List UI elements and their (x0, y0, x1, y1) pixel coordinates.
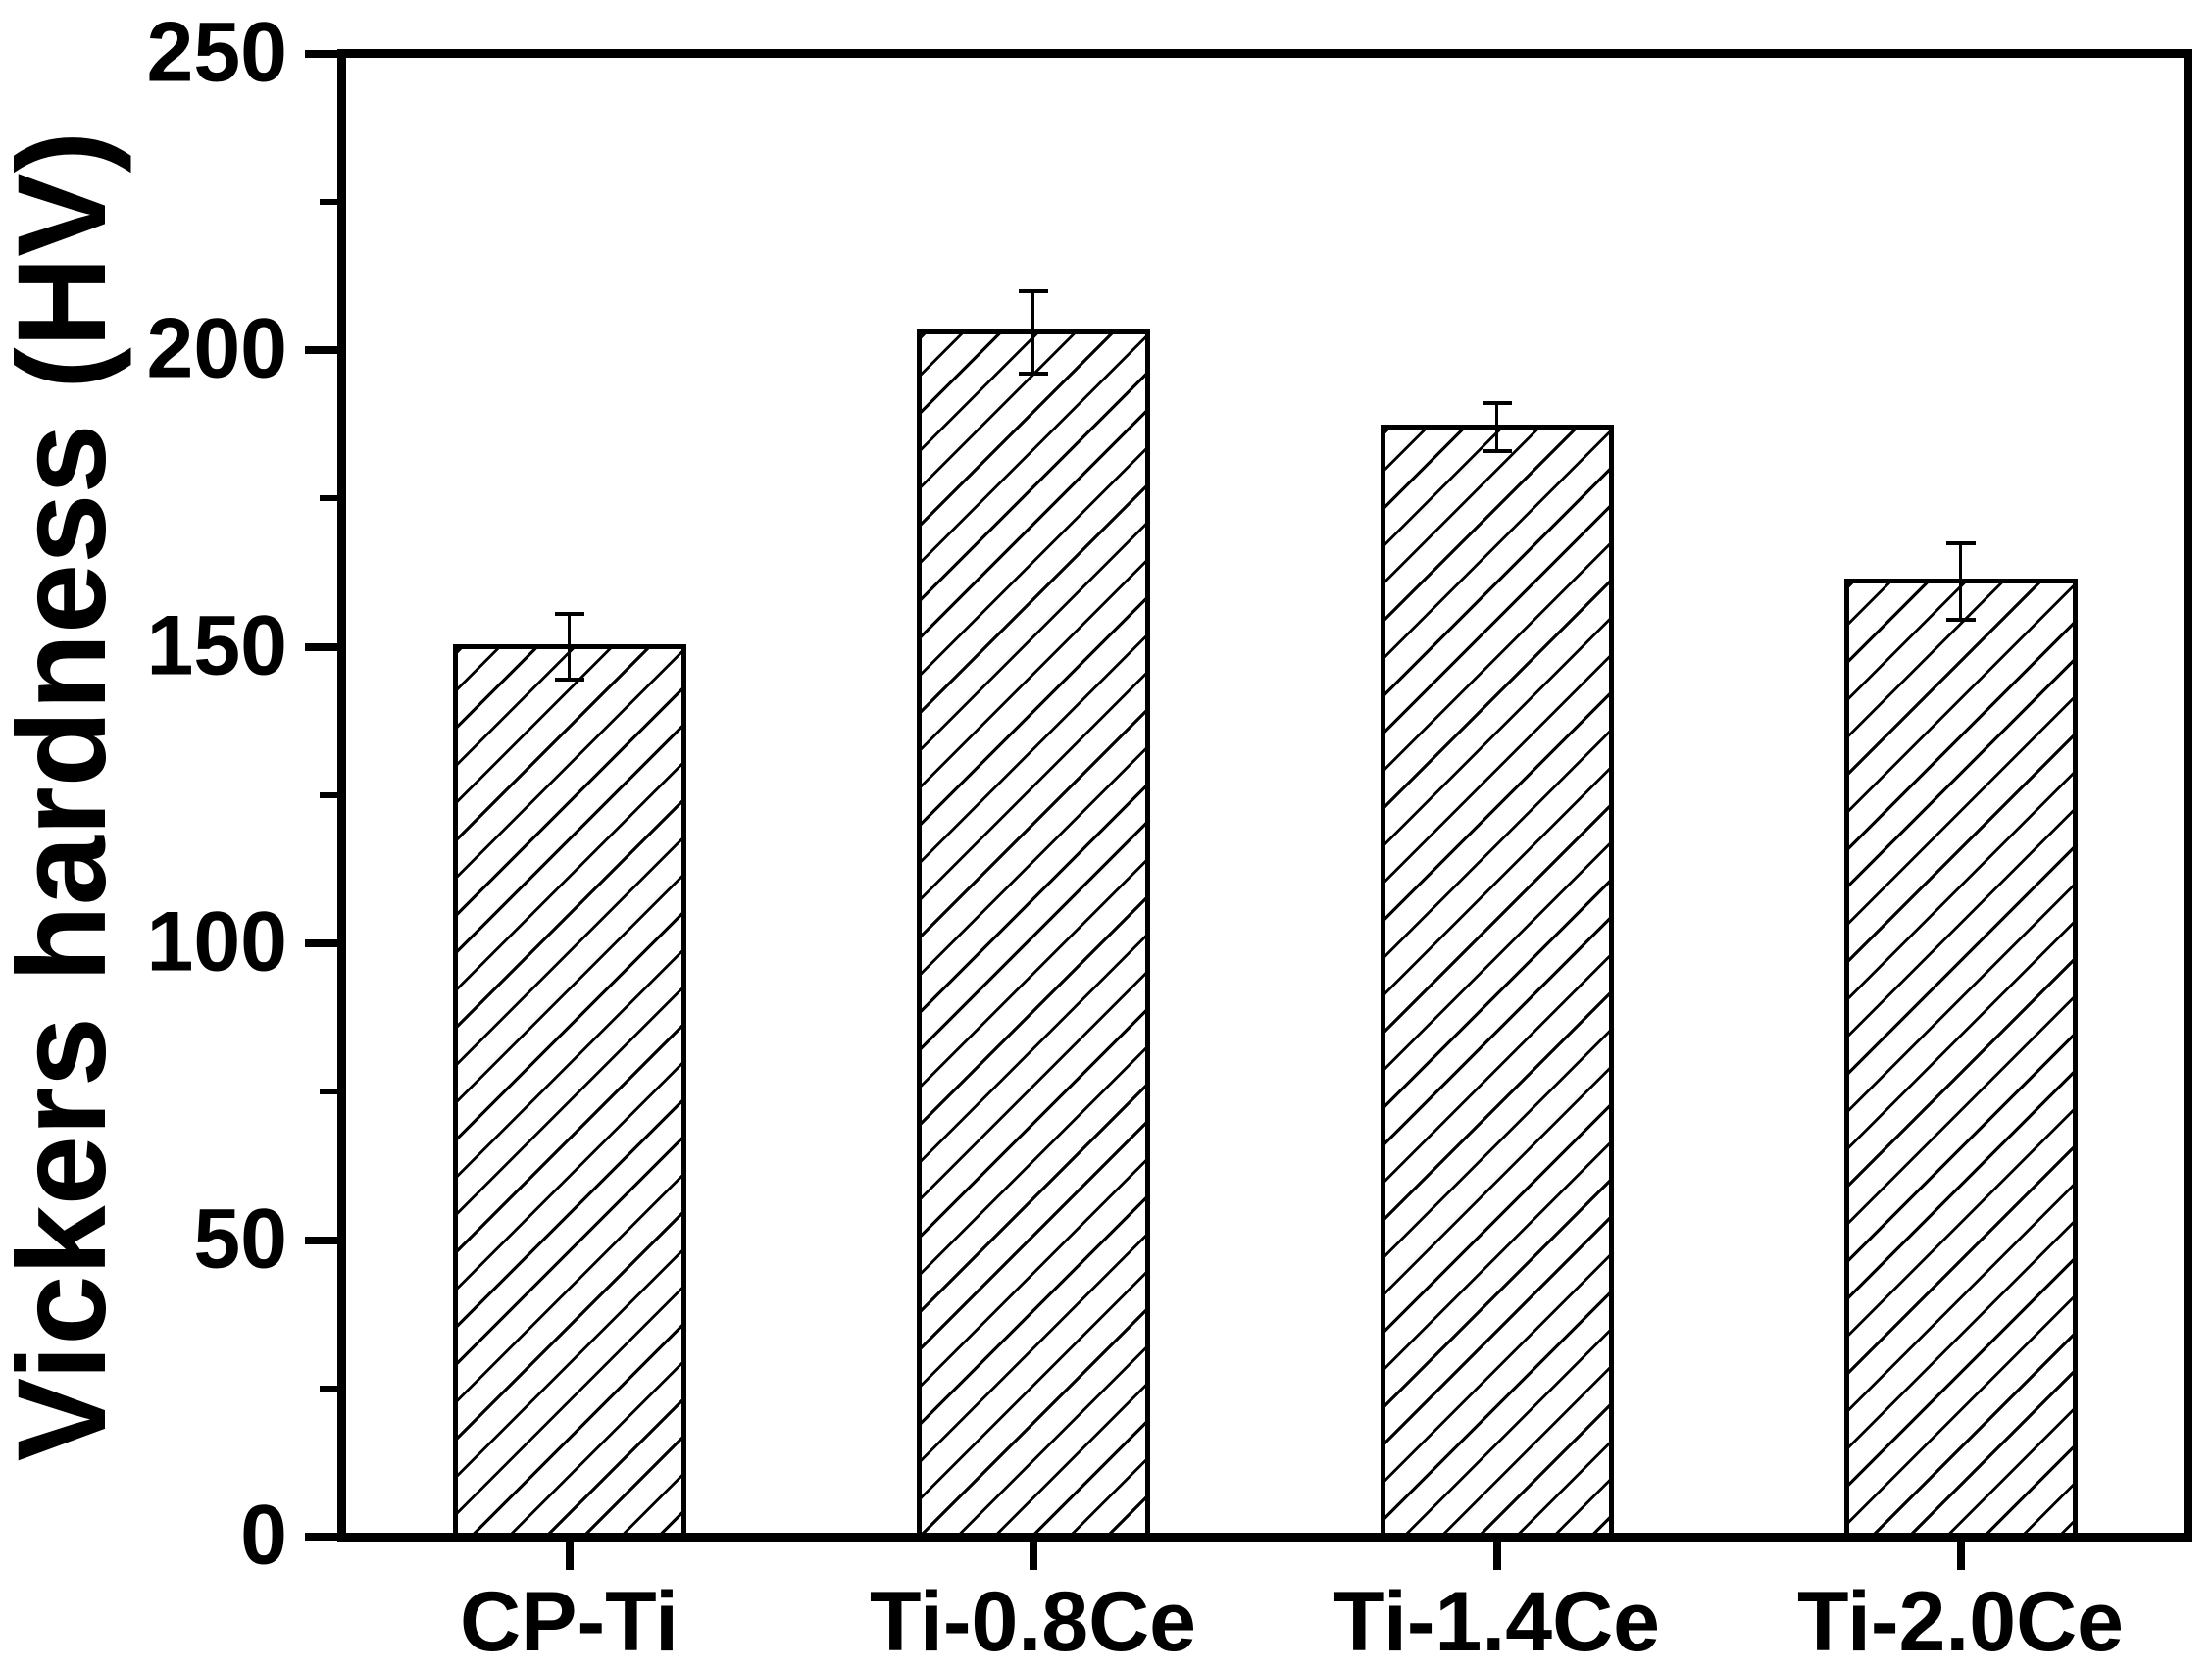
error-bar-line (1031, 290, 1034, 375)
error-bar-cap (1018, 372, 1048, 377)
x-axis-category-label: CP-Ti (460, 1575, 679, 1669)
error-bar-cap (554, 612, 584, 617)
y-axis-minor-tick (320, 495, 337, 502)
x-axis-category-label: Ti-0.8Ce (870, 1575, 1196, 1669)
error-bar-cap (1482, 448, 1512, 453)
y-axis-tick-label: 50 (193, 1190, 287, 1286)
plot-frame (337, 49, 2192, 1542)
error-bar-cap (554, 677, 584, 682)
y-axis-minor-tick (320, 1089, 337, 1095)
x-axis-category-label: Ti-2.0Ce (1797, 1575, 2124, 1669)
x-axis-tick (1492, 1537, 1501, 1570)
x-axis-tick (1956, 1537, 1965, 1570)
y-axis-major-tick (305, 346, 337, 354)
y-axis-major-tick (305, 939, 337, 947)
error-bar-cap (1945, 618, 1976, 623)
y-axis-tick-label: 0 (240, 1488, 287, 1583)
error-bar-cap (1018, 288, 1048, 293)
x-axis-tick (1029, 1537, 1037, 1570)
error-bar-line (568, 614, 571, 680)
y-axis-major-tick (305, 1533, 337, 1541)
y-axis-tick-label: 250 (146, 4, 288, 99)
error-bar-cap (1482, 401, 1512, 406)
y-axis-major-tick (305, 1236, 337, 1244)
error-bar-line (1959, 542, 1962, 621)
x-axis-category-label: Ti-1.4Ce (1333, 1575, 1660, 1669)
y-axis-major-tick (305, 49, 337, 58)
y-axis-tick-label: 150 (146, 597, 288, 692)
y-axis-minor-tick (320, 1385, 337, 1392)
error-bar-line (1495, 403, 1498, 451)
x-axis-tick (565, 1537, 574, 1570)
y-axis-minor-tick (320, 198, 337, 205)
y-axis-major-tick (305, 642, 337, 651)
error-bar-cap (1945, 540, 1976, 545)
y-axis-tick-label: 200 (146, 301, 288, 396)
bar-cp-ti (452, 644, 686, 1541)
y-axis-tick-label: 100 (146, 894, 288, 989)
bar-ti-0-8ce (916, 329, 1150, 1541)
y-axis-minor-tick (320, 791, 337, 798)
bar-ti-2-0ce (1843, 579, 2078, 1541)
